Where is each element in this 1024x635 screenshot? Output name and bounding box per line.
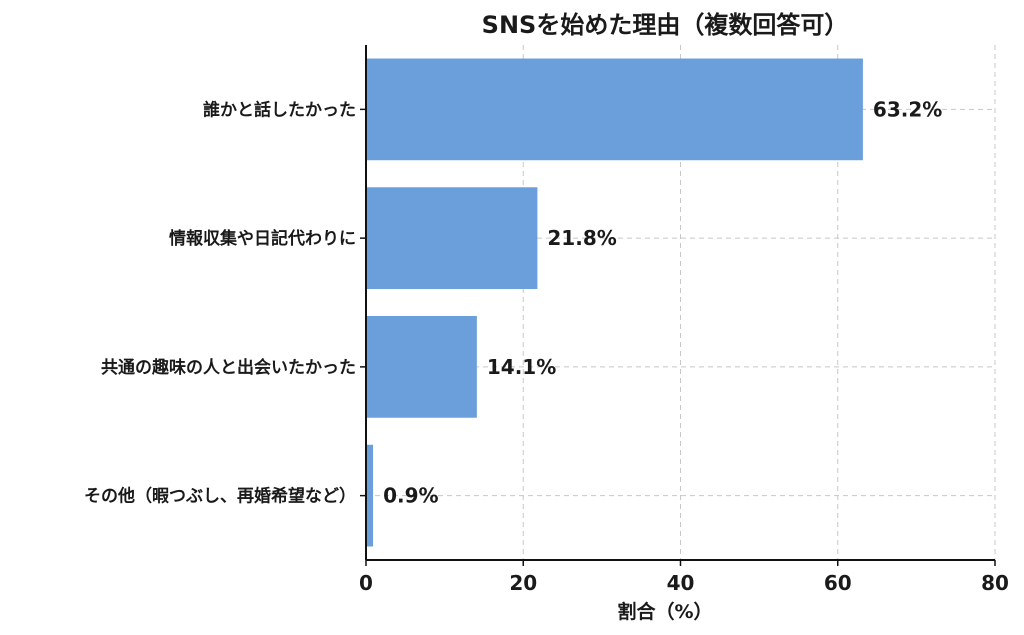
value-label: 0.9%: [383, 484, 438, 508]
category-label: 共通の趣味の人と出会いたかった: [101, 357, 356, 378]
x-tick-label: 60: [824, 571, 852, 595]
bar: [366, 444, 374, 547]
chart-title: SNSを始めた理由（複数回答可）: [482, 11, 849, 39]
labels: 0 20 40 60 80 誰かと話したかった 63.2% 情報収集や日記代わりに 21.8% 共…: [84, 97, 1009, 595]
category-label: その他（暇つぶし、再婚希望など）: [84, 486, 356, 507]
category-label: 誰かと話したかった: [203, 99, 356, 120]
value-label: 14.1%: [487, 355, 556, 379]
bar: [366, 316, 477, 418]
category-label: 情報収集や日記代わりに: [169, 228, 356, 249]
x-tick-label: 80: [981, 571, 1009, 595]
x-axis-label: 割合（%）: [617, 600, 712, 623]
x-tick-label: 40: [667, 571, 695, 595]
x-tick-label: 0: [359, 571, 373, 595]
x-tick-label: 20: [509, 571, 537, 595]
bars: [366, 58, 863, 547]
bar: [366, 58, 863, 161]
value-label: 63.2%: [873, 97, 942, 121]
value-label: 21.8%: [547, 226, 616, 250]
bar: [366, 187, 538, 289]
